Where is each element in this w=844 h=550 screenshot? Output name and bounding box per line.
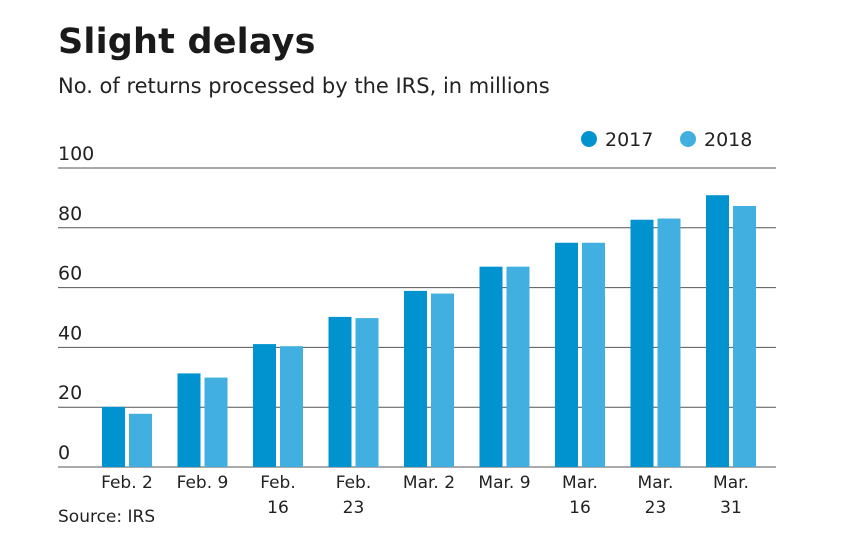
chart-title: Slight delays [58,22,316,62]
x-category-label: Mar. 9 [478,473,530,493]
y-tick-label: 60 [58,263,82,285]
bar-2018-5 [506,266,530,467]
x-category-label: 16 [267,498,289,518]
bar-2018-4 [431,293,454,467]
x-category-label: Mar. 2 [403,473,455,493]
legend-label-2017: 2017 [605,129,653,151]
x-category-label: Mar. [638,473,674,493]
x-category-label: 16 [569,498,591,518]
bar-2017-5 [479,266,503,467]
x-category-label: 23 [645,498,667,518]
bar-2018-0 [129,413,152,467]
legend-swatch-2018 [680,131,696,147]
chart-subtitle: No. of returns processed by the IRS, in … [58,74,550,98]
bar-2017-3 [328,316,352,467]
x-category-label: Feb. [260,473,296,493]
bar-2017-2 [253,344,276,467]
bar-2017-4 [404,290,427,467]
bar-2018-1 [204,377,228,467]
x-category-label: Feb. 2 [101,473,153,493]
y-tick-label: 40 [58,322,82,344]
bar-2018-2 [280,346,303,467]
x-category-label: Mar. [713,473,749,493]
legend: 2017 2018 [581,129,752,151]
bar-2017-1 [177,373,201,467]
category-labels: Feb. 2 Feb. 9 Feb. 16 Feb. 23 Mar. 2 Mar. 9 Mar.… [101,473,749,518]
bars [102,195,756,468]
bar-2018-8 [733,205,756,467]
x-category-label: Feb. 9 [177,473,229,493]
y-tick-label: 100 [58,143,94,165]
x-category-label: Mar. [562,473,598,493]
legend-swatch-2017 [581,131,597,147]
legend-label-2018: 2018 [704,129,752,151]
x-category-label: Feb. [336,473,372,493]
y-tick-label: 20 [58,382,82,404]
x-category-label: 31 [720,498,742,518]
y-tick-label: 0 [58,442,70,464]
gridlines: 0 20 40 60 80 100 [58,143,776,468]
bar-2017-0 [102,406,125,467]
bar-2018-6 [582,242,605,467]
bar-2017-6 [555,242,578,467]
y-tick-label: 80 [58,203,82,225]
bar-2017-8 [706,195,729,468]
bar-2017-7 [630,219,654,467]
x-category-label: 23 [343,498,365,518]
bar-2018-3 [355,318,379,467]
bar-2018-7 [657,218,681,467]
source-note: Source: IRS [58,507,156,527]
